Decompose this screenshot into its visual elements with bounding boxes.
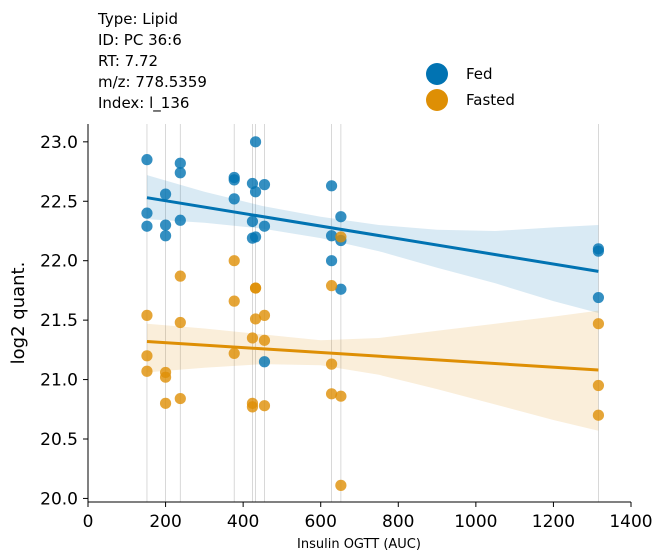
data-point <box>258 220 271 232</box>
confidence-band <box>147 175 599 313</box>
x-axis-label: Insulin OGTT (AUC) <box>297 537 421 552</box>
regression-line <box>146 340 599 372</box>
data-point <box>159 371 172 383</box>
regression-line <box>146 196 599 273</box>
legend-label: Fed <box>466 65 493 83</box>
data-point <box>159 188 172 200</box>
data-point <box>335 479 347 491</box>
data-point <box>258 334 271 346</box>
y-tick-label: 20.0 <box>40 489 78 509</box>
header-type: Type: Lipid <box>97 10 178 28</box>
data-point <box>258 356 271 368</box>
legend-marker <box>426 63 448 85</box>
x-tick-label: 0 <box>83 512 94 532</box>
x-tick-label: 1200 <box>532 512 575 532</box>
data-point <box>141 154 153 166</box>
data-point <box>246 332 259 344</box>
data-point <box>141 350 153 362</box>
data-point <box>249 282 262 294</box>
data-point <box>249 186 262 198</box>
header-mz: m/z: 778.5359 <box>98 73 207 91</box>
y-tick-label: 21.0 <box>40 371 78 391</box>
x-tick-label: 600 <box>304 512 336 532</box>
vertical-guides <box>146 124 599 502</box>
legend-label: Fasted <box>466 91 515 109</box>
data-point <box>592 318 605 330</box>
y-tick-label: 22.5 <box>40 192 78 212</box>
x-ticks: 0 200 400 600 800 1000 1200 1400 <box>83 502 653 532</box>
y-ticks: 20.0 20.5 21.0 21.5 22.0 22.5 23.0 <box>40 133 88 509</box>
data-point <box>246 401 259 413</box>
regression-lines <box>146 196 599 372</box>
data-points <box>141 136 605 491</box>
data-point <box>325 180 338 192</box>
data-point <box>249 136 262 148</box>
data-point <box>174 214 186 226</box>
data-point <box>258 179 271 191</box>
data-point <box>325 230 338 242</box>
data-point <box>141 207 153 219</box>
y-tick-label: 23.0 <box>40 133 78 153</box>
y-tick-label: 22.0 <box>40 252 78 272</box>
data-point <box>258 400 271 412</box>
data-point <box>141 220 153 232</box>
data-point <box>141 309 153 321</box>
data-point <box>249 313 262 325</box>
x-tick-label: 1000 <box>454 512 497 532</box>
data-point <box>335 390 347 402</box>
x-tick-label: 1400 <box>609 512 652 532</box>
y-tick-label: 20.5 <box>40 430 78 450</box>
data-point <box>592 409 605 421</box>
x-tick-label: 200 <box>149 512 181 532</box>
header-index: Index: l_136 <box>98 94 189 113</box>
data-point <box>159 219 172 231</box>
data-point <box>325 358 338 370</box>
data-point <box>228 255 240 267</box>
y-tick-label: 21.5 <box>40 311 78 331</box>
data-point <box>228 347 240 360</box>
data-point <box>141 365 153 377</box>
data-point <box>159 397 172 409</box>
data-point <box>174 157 186 169</box>
header-rt: RT: 7.72 <box>98 52 158 70</box>
legend: Fed Fasted <box>426 63 515 111</box>
data-point <box>335 283 347 295</box>
x-tick-label: 400 <box>227 512 259 532</box>
y-axis-label: log2 quant. <box>8 262 29 365</box>
confidence-bands <box>147 175 599 431</box>
data-point <box>228 295 240 307</box>
axes <box>87 124 631 503</box>
data-point <box>174 392 186 405</box>
data-point <box>174 316 186 329</box>
data-point <box>592 291 605 304</box>
x-tick-label: 800 <box>382 512 414 532</box>
confidence-band <box>147 310 599 431</box>
data-point <box>335 211 347 223</box>
data-point <box>174 270 186 282</box>
data-point <box>325 280 338 292</box>
data-point <box>159 230 172 242</box>
data-point <box>228 174 240 186</box>
data-point <box>592 379 605 392</box>
header-id: ID: PC 36:6 <box>98 31 182 49</box>
data-point <box>592 245 605 257</box>
data-point <box>246 215 259 228</box>
header-info: Type: Lipid ID: PC 36:6 RT: 7.72 m/z: 77… <box>97 10 207 113</box>
data-point <box>174 167 186 179</box>
data-point <box>325 388 338 400</box>
data-point <box>335 231 347 243</box>
data-point <box>249 231 262 243</box>
legend-marker <box>426 89 448 111</box>
data-point <box>258 309 271 321</box>
data-point <box>228 193 240 205</box>
data-point <box>325 255 338 267</box>
